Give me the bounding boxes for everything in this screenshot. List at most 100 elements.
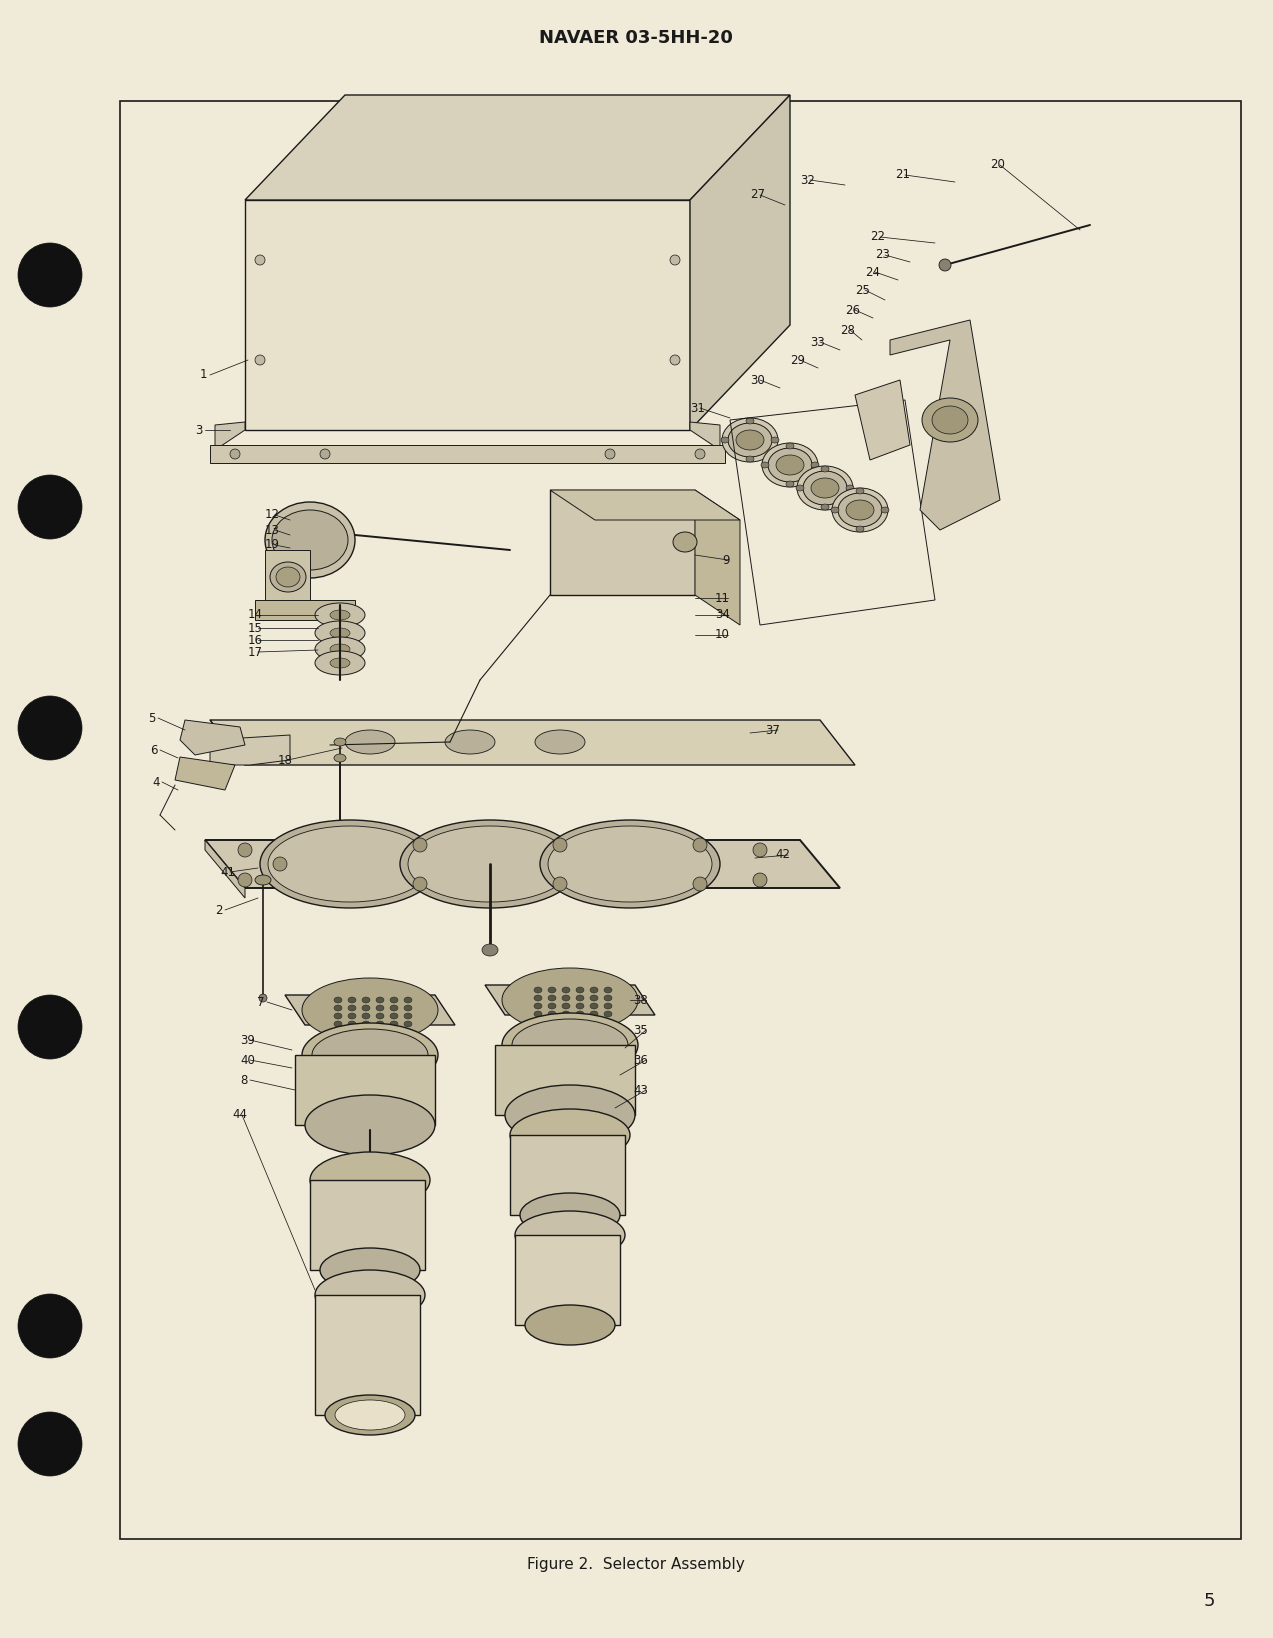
- Ellipse shape: [768, 449, 812, 482]
- Circle shape: [18, 475, 81, 539]
- Ellipse shape: [404, 1020, 412, 1027]
- Ellipse shape: [404, 1029, 412, 1035]
- Circle shape: [272, 857, 286, 871]
- Ellipse shape: [603, 1011, 612, 1017]
- Ellipse shape: [589, 1011, 598, 1017]
- Text: 41: 41: [220, 865, 236, 878]
- Text: 3: 3: [195, 424, 202, 436]
- Text: 33: 33: [810, 336, 825, 349]
- Ellipse shape: [821, 505, 829, 509]
- Text: 10: 10: [715, 629, 729, 642]
- Ellipse shape: [533, 994, 542, 1001]
- Circle shape: [255, 355, 265, 365]
- Ellipse shape: [589, 988, 598, 993]
- Ellipse shape: [306, 1094, 435, 1155]
- Ellipse shape: [855, 526, 864, 532]
- Text: 17: 17: [248, 645, 264, 658]
- Text: 30: 30: [750, 373, 765, 387]
- Text: 1: 1: [200, 369, 207, 382]
- Ellipse shape: [312, 1029, 428, 1081]
- Ellipse shape: [376, 1012, 384, 1019]
- Text: 6: 6: [150, 744, 158, 757]
- Text: 32: 32: [799, 174, 815, 187]
- Text: 14: 14: [248, 608, 264, 621]
- Ellipse shape: [325, 1396, 415, 1435]
- Ellipse shape: [785, 442, 794, 449]
- Ellipse shape: [482, 943, 498, 957]
- Ellipse shape: [314, 1269, 425, 1320]
- Ellipse shape: [276, 567, 300, 586]
- Polygon shape: [690, 95, 791, 431]
- Ellipse shape: [603, 988, 612, 993]
- Ellipse shape: [334, 1006, 342, 1011]
- Ellipse shape: [404, 1012, 412, 1019]
- Ellipse shape: [348, 1006, 356, 1011]
- Circle shape: [230, 449, 241, 459]
- Ellipse shape: [922, 398, 978, 442]
- Circle shape: [18, 696, 81, 760]
- Ellipse shape: [761, 462, 769, 468]
- Circle shape: [552, 876, 566, 891]
- Ellipse shape: [330, 644, 350, 654]
- Ellipse shape: [362, 1029, 370, 1035]
- Ellipse shape: [362, 1012, 370, 1019]
- Ellipse shape: [334, 1020, 342, 1027]
- Bar: [516, 1235, 620, 1325]
- Circle shape: [939, 259, 951, 270]
- Ellipse shape: [390, 998, 398, 1002]
- Text: 23: 23: [875, 249, 890, 262]
- Text: 16: 16: [248, 634, 264, 647]
- Ellipse shape: [811, 478, 839, 498]
- Text: 11: 11: [715, 591, 729, 604]
- Text: 13: 13: [265, 524, 280, 537]
- Ellipse shape: [575, 988, 584, 993]
- Ellipse shape: [561, 1002, 570, 1009]
- Ellipse shape: [785, 482, 794, 486]
- Ellipse shape: [561, 1019, 570, 1025]
- Ellipse shape: [409, 826, 572, 903]
- Ellipse shape: [330, 627, 350, 637]
- Ellipse shape: [561, 1011, 570, 1017]
- Polygon shape: [205, 840, 244, 898]
- Ellipse shape: [376, 1006, 384, 1011]
- Ellipse shape: [334, 739, 346, 745]
- Ellipse shape: [603, 1002, 612, 1009]
- Ellipse shape: [376, 1029, 384, 1035]
- Circle shape: [258, 994, 267, 1002]
- Ellipse shape: [314, 637, 365, 662]
- Text: 5: 5: [1203, 1592, 1214, 1610]
- Bar: [255, 600, 355, 621]
- Ellipse shape: [348, 1020, 356, 1027]
- Ellipse shape: [722, 418, 778, 462]
- Ellipse shape: [404, 1006, 412, 1011]
- Ellipse shape: [502, 1012, 638, 1078]
- Bar: [495, 1045, 635, 1115]
- Text: 34: 34: [715, 608, 729, 621]
- Bar: [120, 102, 1241, 1540]
- Ellipse shape: [847, 485, 854, 491]
- Ellipse shape: [533, 1011, 542, 1017]
- Bar: [210, 446, 726, 464]
- Polygon shape: [205, 840, 840, 888]
- Circle shape: [238, 873, 252, 888]
- Ellipse shape: [269, 826, 432, 903]
- Ellipse shape: [446, 731, 495, 753]
- Polygon shape: [210, 721, 855, 765]
- Circle shape: [412, 876, 426, 891]
- Ellipse shape: [348, 1029, 356, 1035]
- Ellipse shape: [302, 978, 438, 1042]
- Circle shape: [552, 839, 566, 852]
- Ellipse shape: [320, 1248, 420, 1292]
- Text: 39: 39: [241, 1034, 255, 1047]
- Text: 5: 5: [148, 711, 155, 724]
- Bar: [510, 1135, 625, 1215]
- Ellipse shape: [575, 1011, 584, 1017]
- Ellipse shape: [334, 1029, 342, 1035]
- Circle shape: [754, 844, 768, 857]
- Polygon shape: [855, 380, 910, 460]
- Ellipse shape: [314, 603, 365, 627]
- Ellipse shape: [746, 455, 754, 462]
- Ellipse shape: [334, 998, 342, 1002]
- Bar: [265, 550, 311, 604]
- Polygon shape: [890, 319, 1001, 531]
